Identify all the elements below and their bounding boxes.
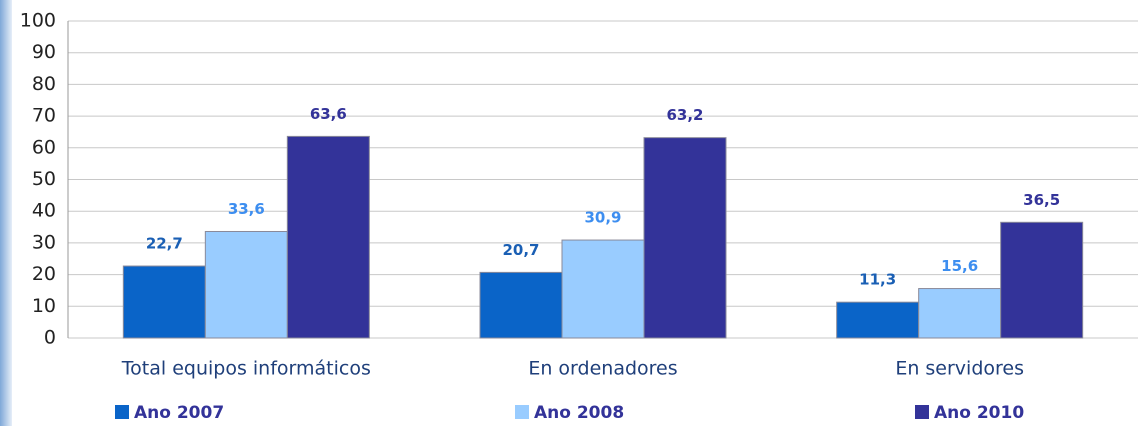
bar [643, 137, 727, 339]
data-label: 36,5 [1023, 191, 1060, 209]
data-label: 20,7 [502, 241, 539, 259]
y-tick-label: 50 [32, 168, 56, 190]
x-tick-label: Total equipos informáticos [121, 358, 371, 380]
data-label: 15,6 [941, 257, 978, 275]
y-tick-label: 70 [32, 105, 56, 127]
y-tick-label: 40 [32, 200, 56, 222]
y-tick-label: 60 [32, 136, 56, 158]
side-decoration [0, 0, 12, 426]
x-tick-label: En servidores [895, 358, 1024, 380]
bar [918, 288, 1002, 339]
bar [286, 135, 370, 339]
data-label: 33,6 [228, 200, 265, 218]
bar [561, 239, 645, 339]
bar [836, 301, 920, 339]
data-label: 30,9 [584, 209, 621, 227]
bar [122, 265, 206, 339]
y-tick-label: 100 [20, 10, 56, 32]
legend-swatch [915, 405, 929, 419]
legend-swatch [115, 405, 129, 419]
y-tick-label: 10 [32, 295, 56, 317]
bar [1000, 221, 1084, 339]
x-tick-label: En ordenadores [528, 358, 677, 380]
legend-label: Ano 2010 [934, 403, 1024, 423]
y-tick-label: 20 [32, 263, 56, 285]
y-tick-label: 90 [32, 41, 56, 63]
legend-label: Ano 2007 [134, 403, 224, 423]
y-tick-label: 80 [32, 73, 56, 95]
data-label: 63,2 [666, 106, 703, 124]
legend-label: Ano 2008 [534, 403, 624, 423]
data-label: 22,7 [146, 235, 183, 253]
bar [479, 271, 563, 339]
data-label: 11,3 [859, 271, 896, 289]
legend-swatch [515, 405, 529, 419]
y-tick-label: 0 [44, 327, 56, 349]
y-tick-label: 30 [32, 231, 56, 253]
data-label: 63,6 [310, 105, 347, 123]
bar [204, 230, 288, 339]
